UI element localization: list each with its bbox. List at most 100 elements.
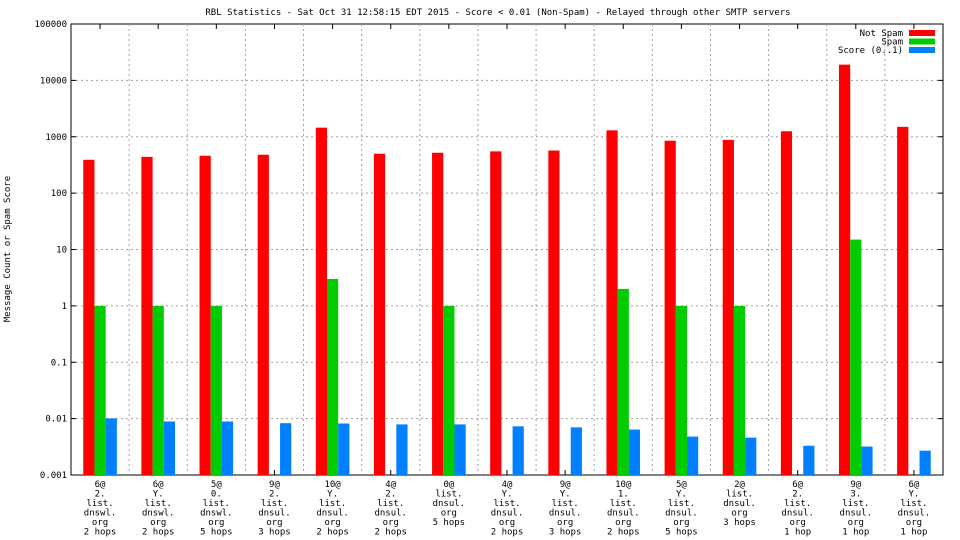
legend-swatch [909,38,935,45]
x-tick-label: 1 hop [842,528,869,538]
x-tick-label: 2@ [734,480,745,490]
score-bar [280,423,292,475]
x-tick-label: org [324,518,340,528]
legend-swatch [909,47,935,53]
x-tick-label: 2. [269,490,280,500]
score-bar [338,423,350,475]
x-tick-label: 5 hops [433,518,466,528]
not-spam-bar [664,140,676,475]
x-tick-label: 9@ [850,480,861,490]
x-tick-label: Y. [676,490,687,500]
x-tick-label: 1 hop [900,528,927,538]
x-tick-label: 0. [211,490,222,500]
spam-bar [733,305,746,475]
score-bar [803,445,815,475]
x-tick-label: dnsul. [723,499,756,509]
y-tick-label: 1000 [45,133,67,143]
x-tick-label: list. [319,499,346,509]
x-tick-label: dnsul. [433,499,466,509]
x-tick-label: list. [87,499,114,509]
spam-bar [675,305,687,475]
x-tick-label: org [92,518,108,528]
not-spam-bar [490,151,502,475]
spam-bar [327,278,339,475]
x-tick-label: dnsul. [781,509,814,519]
legend-swatch [909,30,935,36]
y-tick-label: 0.001 [40,471,67,481]
x-tick-label: Y. [153,490,164,500]
x-tick-label: 3. [850,490,861,500]
x-tick-label: 1. [618,490,629,500]
x-tick-label: list. [726,490,753,500]
not-spam-bar [606,130,618,475]
x-tick-label: 4@ [502,480,513,490]
x-tick-label: 0@ [443,480,454,490]
score-bar [163,421,175,475]
x-tick-label: 10@ [615,480,632,490]
not-spam-bar [373,153,386,475]
x-tick-label: org [673,518,689,528]
spam-bar [152,305,164,475]
x-tick-label: 2 hops [316,528,349,538]
x-tick-label: list. [842,499,869,509]
y-tick-label: 100 [51,189,67,199]
x-tick-label: dnsul. [258,509,291,519]
legend-label: Score (0..1) [838,46,903,56]
score-bar [861,446,873,475]
x-tick-label: 5@ [676,480,687,490]
x-tick-label: 2. [792,490,803,500]
x-tick-label: Y. [909,490,920,500]
x-tick-label: org [208,518,224,528]
score-bar [687,436,699,475]
x-tick-label: dnsul. [549,509,582,519]
x-tick-label: 2. [385,490,396,500]
score-bar [628,429,641,475]
bars [83,64,931,476]
x-tick-label: dnsul. [491,509,524,519]
y-tick-label: 10000 [40,76,67,86]
chart-title: RBL Statistics - Sat Oct 31 12:58:15 EDT… [205,8,790,18]
x-tick-label: list. [668,499,695,509]
spam-bar [443,305,455,475]
x-tick-label: Y. [502,490,513,500]
x-tick-label: org [731,509,747,519]
x-tick-label: list. [900,499,927,509]
x-tick-label: 9@ [269,480,280,490]
score-bar [396,424,408,475]
x-tick-label: list. [435,490,462,500]
x-tick-label: dnswl. [142,509,175,519]
y-axis-ticks: 0.001 0.01 0.1 1 10 100 1000 10000 100000 [34,20,943,481]
not-spam-bar [141,156,153,476]
spam-bar [210,305,222,475]
x-tick-label: 9@ [560,480,571,490]
legend-label: Spam [881,38,903,48]
x-tick-label: list. [203,499,230,509]
not-spam-bar [315,127,327,475]
x-tick-label: 2 hops [374,528,407,538]
x-tick-label: list. [377,499,404,509]
not-spam-bar [780,131,793,476]
x-tick-label: 1 hop [784,528,811,538]
x-tick-label: 3 hops [549,528,582,538]
x-tick-label: 5 hops [200,528,233,538]
x-tick-label: 2 hops [607,528,640,538]
x-tick-label: list. [493,499,520,509]
x-tick-label: 6@ [909,480,920,490]
score-bar [570,427,582,475]
x-tick-label: list. [145,499,172,509]
not-spam-bar [722,139,734,475]
x-tick-label: org [150,518,166,528]
x-tick-label: list. [784,499,811,509]
x-tick-label: 6@ [153,480,164,490]
x-tick-label: dnsul. [607,509,640,519]
x-tick-label: org [557,518,573,528]
x-tick-label: Y. [560,490,571,500]
x-tick-label: 5@ [211,480,222,490]
spam-bar [617,288,629,475]
x-tick-label: 3 hops [258,528,291,538]
x-tick-label: org [906,518,922,528]
x-tick-label: org [615,518,631,528]
x-tick-label: dnsul. [665,509,698,519]
